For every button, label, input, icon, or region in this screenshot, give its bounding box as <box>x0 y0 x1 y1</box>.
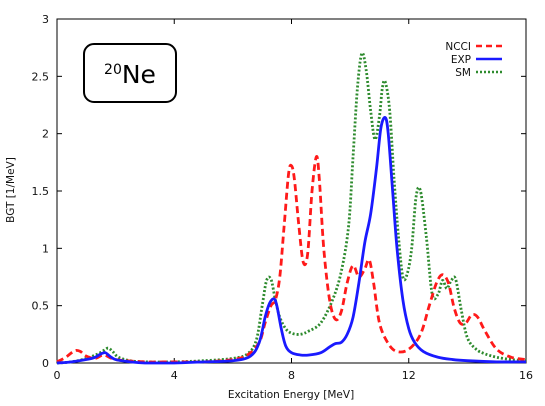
series-layer <box>56 51 527 365</box>
nucleus-annotation-text: 20Ne <box>104 60 156 89</box>
legend-entry-exp: EXP <box>451 54 502 66</box>
y-axis-label: BGT [1/MeV] <box>5 157 17 223</box>
y-tick-label: 1 <box>42 242 49 255</box>
x-tick-label: 8 <box>288 369 295 382</box>
series-line-exp <box>56 116 527 365</box>
x-tick-label: 12 <box>402 369 416 382</box>
legend: NCCI EXP SM <box>445 41 502 79</box>
nucleus-mass-number: 20 <box>104 62 122 78</box>
nucleus-symbol: Ne <box>122 60 156 89</box>
y-tick-label: 2 <box>42 128 49 141</box>
y-tick-label: 3 <box>42 13 49 26</box>
x-tick-label: 16 <box>519 369 533 382</box>
legend-label-sm: SM <box>455 67 471 79</box>
y-tick-label: 1.5 <box>32 185 50 198</box>
legend-entry-ncci: NCCI <box>445 41 502 53</box>
nucleus-annotation: 20Ne <box>83 43 177 103</box>
y-tick-label: 0.5 <box>32 300 50 313</box>
x-axis-label: Excitation Energy [MeV] <box>228 389 354 401</box>
x-tick-label: 0 <box>54 369 61 382</box>
legend-label-ncci: NCCI <box>445 41 471 53</box>
legend-label-exp: EXP <box>451 54 471 66</box>
y-tick-label: 0 <box>42 357 49 370</box>
y-tick-label: 2.5 <box>32 70 50 83</box>
legend-entry-sm: SM <box>455 67 502 79</box>
nucleus-annotation-box <box>83 43 177 103</box>
x-tick-label: 4 <box>171 369 178 382</box>
series-line-ncci <box>56 155 527 364</box>
